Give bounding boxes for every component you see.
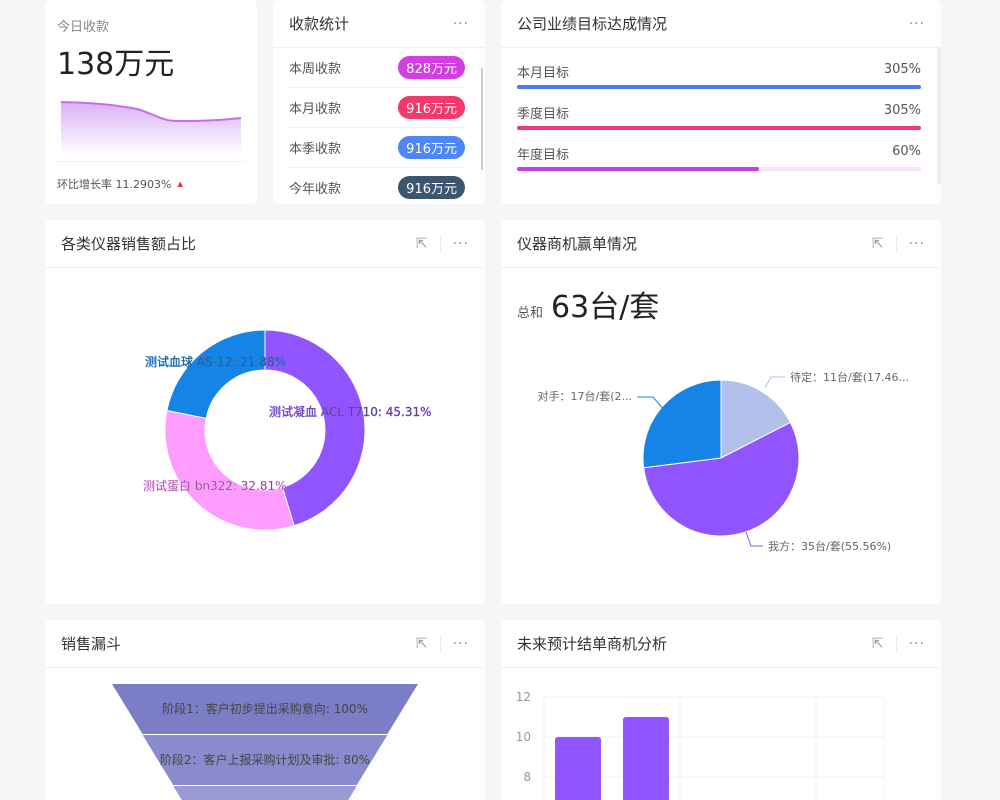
card-title: 仪器商机赢单情况 bbox=[517, 235, 638, 253]
pie-label: 我方：35台/套(55.56%) bbox=[768, 539, 891, 553]
total-label: 总和 bbox=[517, 306, 544, 321]
donut-slice[interactable] bbox=[264, 329, 366, 527]
more-icon[interactable]: ··· bbox=[452, 235, 469, 252]
collection-value-badge: 828万元 bbox=[398, 56, 465, 79]
card-title: 销售漏斗 bbox=[61, 635, 122, 653]
funnel-stage[interactable] bbox=[112, 684, 418, 734]
target-value: 60% bbox=[892, 144, 921, 159]
target-value: 305% bbox=[883, 103, 921, 118]
target-progress-bar bbox=[517, 167, 921, 171]
scrollbar[interactable] bbox=[481, 68, 483, 170]
forecast-card: 未来预计结单商机分析 ⇱ ··· 12 10 8 bbox=[501, 620, 941, 800]
pie-slice[interactable] bbox=[720, 379, 792, 459]
expand-icon[interactable]: ⇱ bbox=[871, 235, 884, 252]
donut-label: 测试凝血 ACL T710: 45.31% bbox=[269, 404, 432, 419]
collection-label: 本月收款 bbox=[289, 102, 342, 117]
y-tick-label: 8 bbox=[523, 770, 531, 784]
card-title: 未来预计结单商机分析 bbox=[517, 635, 668, 653]
pie-label-line bbox=[745, 531, 763, 547]
funnel-stage-label: 阶段2：客户上报采购计划及审批: 80% bbox=[160, 752, 370, 767]
pie-slice[interactable] bbox=[643, 421, 800, 537]
pie-label: 对手：17台/套(2... bbox=[538, 389, 632, 403]
card-title: 公司业绩目标达成情况 bbox=[517, 15, 668, 33]
target-label: 本月目标 bbox=[517, 66, 570, 81]
more-icon[interactable]: ··· bbox=[908, 235, 925, 252]
more-icon[interactable]: ··· bbox=[908, 15, 925, 32]
collection-value-badge: 916万元 bbox=[398, 136, 465, 159]
y-tick-label: 10 bbox=[516, 730, 531, 744]
target-progress-bar bbox=[517, 126, 921, 130]
donut-label: 测试血球 AS-12: 21.88% bbox=[145, 354, 286, 369]
target-label: 季度目标 bbox=[517, 107, 570, 122]
donut-slice[interactable] bbox=[166, 329, 266, 419]
collection-label: 今年收款 bbox=[289, 182, 342, 197]
bar[interactable] bbox=[555, 737, 601, 800]
target-value: 305% bbox=[883, 62, 921, 77]
collection-label: 本周收款 bbox=[289, 62, 342, 77]
expand-icon[interactable]: ⇱ bbox=[871, 635, 884, 652]
pie-slice[interactable] bbox=[642, 379, 722, 469]
y-tick-label: 12 bbox=[516, 690, 531, 704]
collection-label: 本季收款 bbox=[289, 142, 342, 157]
funnel-stage[interactable] bbox=[173, 786, 357, 800]
funnel-chart: 阶段1：客户初步提出采购意向: 100% 阶段2：客户上报采购计划及审批: 80% bbox=[112, 684, 418, 800]
collection-value-badge: 916万元 bbox=[398, 176, 465, 199]
bar[interactable] bbox=[623, 717, 669, 800]
targets-card: 公司业绩目标达成情况 ··· 本月目标 305% 季度目标 305% 年度目标 60% bbox=[501, 0, 941, 204]
win-status-card: 仪器商机赢单情况 ⇱ ··· 总和 63台/套 待定：11台/套(17.46... 我… bbox=[501, 220, 941, 604]
bar-chart: 12 10 8 bbox=[516, 690, 885, 800]
funnel-stage[interactable] bbox=[142, 735, 388, 785]
funnel-stage-label: 阶段1：客户初步提出采购意向: 100% bbox=[162, 701, 368, 716]
target-row: 季度目标 305% bbox=[517, 103, 921, 122]
more-icon[interactable]: ··· bbox=[452, 635, 469, 652]
donut-label: 测试蛋白 bn322: 32.81% bbox=[143, 478, 287, 493]
pie-label-line bbox=[637, 396, 665, 411]
card-title: 各类仪器销售额占比 bbox=[61, 235, 197, 253]
collection-row: 本季收款 916万元 bbox=[289, 128, 465, 168]
growth-rate: 环比增长率 11.2903% bbox=[57, 178, 172, 191]
more-icon[interactable]: ··· bbox=[908, 635, 925, 652]
today-label: 今日收款 bbox=[57, 20, 110, 35]
target-progress-bar bbox=[517, 85, 921, 89]
pie-label-line bbox=[764, 376, 785, 389]
target-row: 年度目标 60% bbox=[517, 144, 921, 163]
target-label: 年度目标 bbox=[517, 148, 570, 163]
collection-row: 本周收款 828万元 bbox=[289, 48, 465, 88]
expand-icon[interactable]: ⇱ bbox=[415, 635, 428, 652]
collection-stats-card: 收款统计 ··· 本周收款 828万元 本月收款 916万元 本季收款 916万元 今年收款 9… bbox=[273, 0, 485, 204]
collection-value-badge: 916万元 bbox=[398, 96, 465, 119]
sales-funnel-card: 销售漏斗 ⇱ ··· 阶段1：客户初步提出采购意向: 100% 阶段2：客户上报采购计… bbox=[45, 620, 485, 800]
today-sparkline bbox=[60, 101, 242, 155]
card-title: 收款统计 bbox=[289, 15, 350, 33]
donut-chart: 测试凝血 ACL T710: 45.31% 测试蛋白 bn322: 32.81% 测… bbox=[143, 329, 432, 531]
collection-row: 本月收款 916万元 bbox=[289, 88, 465, 128]
today-value: 138万元 bbox=[57, 47, 175, 82]
today-collection-card: 今日收款 138万元 环比增长率 11.2903% ▲ bbox=[45, 0, 257, 204]
pie-label: 待定：11台/套(17.46... bbox=[790, 370, 909, 384]
instrument-share-card: 各类仪器销售额占比 ⇱ ··· 测试凝血 ACL T710: 45.31% 测试蛋白 … bbox=[45, 220, 485, 604]
pie-chart: 待定：11台/套(17.46... 我方：35台/套(55.56%) 对手：17台/… bbox=[538, 370, 909, 553]
target-row: 本月目标 305% bbox=[517, 62, 921, 81]
expand-icon[interactable]: ⇱ bbox=[415, 235, 428, 252]
collection-row: 今年收款 916万元 bbox=[289, 168, 465, 204]
donut-slice[interactable] bbox=[164, 409, 295, 531]
triangle-up-icon: ▲ bbox=[177, 180, 183, 188]
more-icon[interactable]: ··· bbox=[452, 15, 469, 32]
total-value: 63台/套 bbox=[551, 290, 660, 325]
